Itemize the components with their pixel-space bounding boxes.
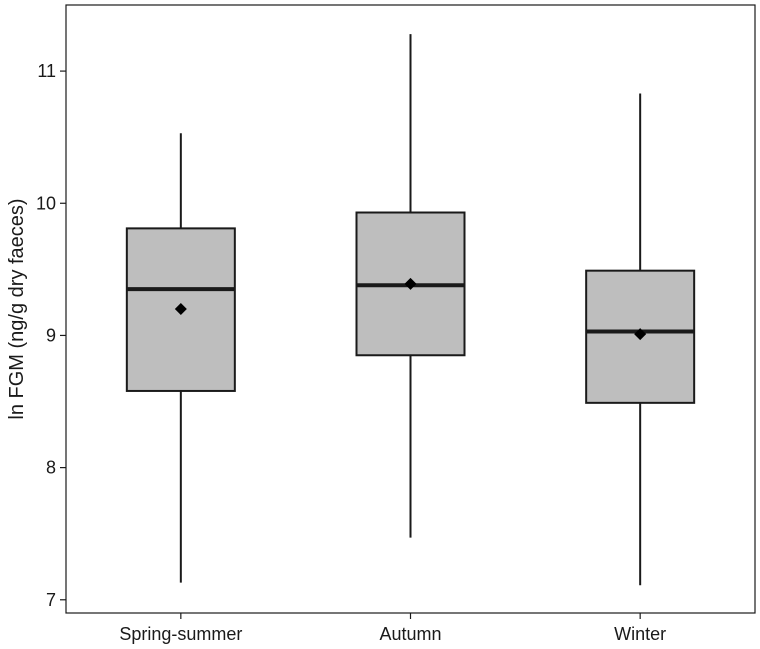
box-group-autumn <box>355 34 466 538</box>
x-tick-label: Winter <box>614 624 666 644</box>
mean-marker <box>634 328 647 341</box>
y-tick-label: 10 <box>36 193 56 213</box>
mean-marker <box>404 277 417 290</box>
box-group-spring-summer <box>125 133 236 583</box>
y-axis-title: ln FGM (ng/g dry faeces) <box>6 198 28 419</box>
boxes-layer <box>125 34 696 586</box>
box-group-winter <box>585 93 696 586</box>
y-tick-label: 8 <box>46 458 56 478</box>
mean-marker <box>174 303 187 315</box>
y-tick-label: 9 <box>46 325 56 345</box>
y-tick-label: 11 <box>37 61 56 81</box>
x-axis: Spring-summer Autumn Winter <box>119 613 666 644</box>
x-tick-label: Autumn <box>379 624 441 644</box>
y-tick-label: 7 <box>46 590 56 610</box>
y-axis: 7 8 9 10 11 <box>36 61 66 610</box>
x-tick-label: Spring-summer <box>119 624 242 644</box>
